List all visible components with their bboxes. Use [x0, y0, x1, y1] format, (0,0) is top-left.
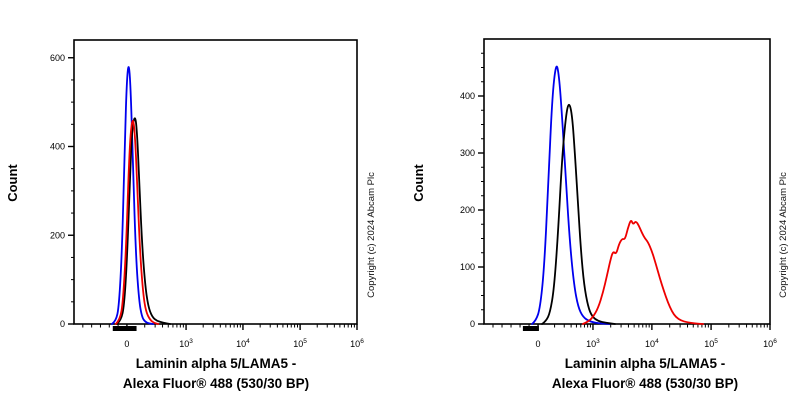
flow-histogram-panel-right: Count 0 100 200 300 400 0 103 104 105 106 Laminin… [400, 0, 800, 400]
x-tick-label: 0 [124, 339, 129, 349]
y-tick-label: 400 [50, 142, 65, 152]
y-tick-label: 0 [470, 319, 475, 329]
curve-red-curve [114, 120, 160, 325]
curve-blue-curve [111, 66, 155, 325]
plot-right: 0 100 200 300 400 0 103 104 105 106 [460, 38, 777, 349]
curve-red-curve [582, 219, 704, 325]
curve-black-curve [541, 103, 616, 325]
y-tick-label: 600 [50, 53, 65, 63]
copyright-text: Copyright (c) 2024 Abcam Plc [366, 172, 377, 298]
x-axis-title: Laminin alpha 5/LAMA5 - Alexa Fluor® 488… [485, 354, 800, 394]
flow-histogram-panel-left: Count 0 200 400 600 0 103 104 105 106 Laminin al… [5, 39, 377, 394]
x-axis-title-line1: Laminin alpha 5/LAMA5 - [135, 356, 297, 371]
x-axis-title-line1: Laminin alpha 5/LAMA5 - [564, 356, 726, 371]
zero-population-bar [522, 326, 539, 331]
x-tick-label: 106 [763, 338, 777, 349]
x-tick-label: 104 [645, 338, 659, 349]
zero-population-bar [112, 326, 137, 331]
y-tick-label: 0 [60, 319, 65, 329]
x-tick-label: 105 [293, 338, 307, 349]
y-tick-label: 200 [460, 205, 475, 215]
y-tick-label: 100 [460, 262, 475, 272]
y-tick-label: 200 [50, 230, 65, 240]
x-tick-label: 105 [704, 338, 718, 349]
x-tick-label: 0 [536, 339, 541, 349]
curve-blue-curve [531, 65, 611, 325]
x-tick-label: 103 [179, 338, 193, 349]
x-tick-label: 106 [350, 338, 364, 349]
plot-border [73, 39, 358, 325]
x-tick-label: 103 [586, 338, 600, 349]
plot-border [483, 38, 771, 325]
plot-left: 0 200 400 600 0 103 104 105 106 [50, 39, 364, 349]
x-axis-title-line2: Alexa Fluor® 488 (530/30 BP) [551, 376, 739, 391]
x-axis-title: Laminin alpha 5/LAMA5 - Alexa Fluor® 488… [56, 354, 376, 394]
copyright-text: Copyright (c) 2024 Abcam Plc [778, 172, 789, 298]
curve-black-curve [116, 117, 172, 325]
x-tick-label: 104 [236, 338, 250, 349]
y-tick-label: 400 [460, 91, 475, 101]
y-tick-label: 300 [460, 148, 475, 158]
x-axis-title-line2: Alexa Fluor® 488 (530/30 BP) [122, 376, 310, 391]
